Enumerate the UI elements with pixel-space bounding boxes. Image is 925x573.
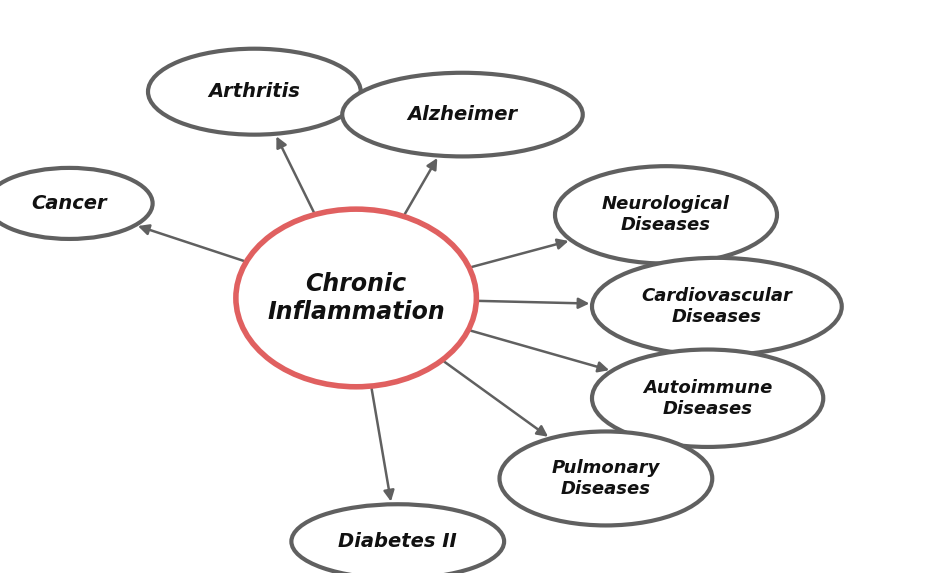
Text: Diabetes II: Diabetes II	[339, 532, 457, 551]
Ellipse shape	[555, 166, 777, 264]
Text: Cardiovascular
Diseases: Cardiovascular Diseases	[641, 287, 793, 326]
Text: Chronic
Inflammation: Chronic Inflammation	[267, 272, 445, 324]
Ellipse shape	[0, 168, 153, 239]
Ellipse shape	[291, 504, 504, 573]
Text: Alzheimer: Alzheimer	[407, 105, 518, 124]
Text: Arthritis: Arthritis	[208, 82, 301, 101]
Ellipse shape	[236, 209, 476, 387]
Text: Cancer: Cancer	[31, 194, 107, 213]
Ellipse shape	[592, 350, 823, 447]
Text: Autoimmune
Diseases: Autoimmune Diseases	[643, 379, 772, 418]
Ellipse shape	[342, 73, 583, 156]
Ellipse shape	[148, 49, 361, 135]
Text: Neurological
Diseases: Neurological Diseases	[602, 195, 730, 234]
Text: Pulmonary
Diseases: Pulmonary Diseases	[551, 459, 660, 498]
Ellipse shape	[592, 258, 842, 355]
Ellipse shape	[500, 431, 712, 525]
